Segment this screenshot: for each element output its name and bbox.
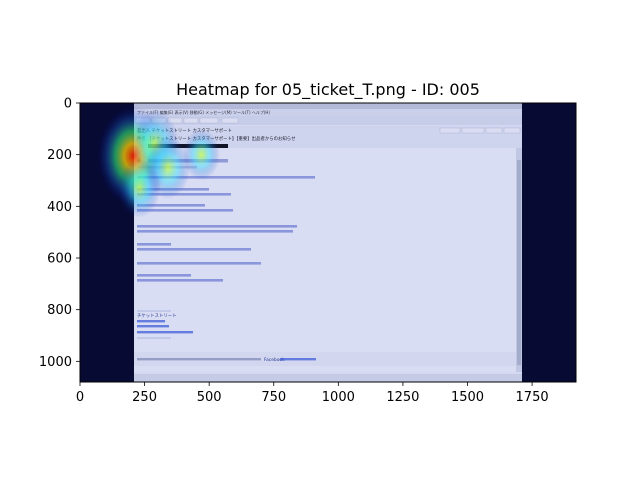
toolbar-button[interactable]: [199, 117, 219, 124]
y-tick-label: 600: [47, 252, 72, 267]
heatmap-hotspot: [182, 129, 220, 181]
menu-bar[interactable]: ファイル(F) 編集(E) 表示(V) 移動(G) メッセージ(M) ツール(T…: [137, 109, 270, 115]
signature-company: チケットストリート: [137, 312, 177, 319]
y-axis: 0 200 400 600 800 1000: [39, 97, 80, 370]
reply-button[interactable]: [439, 127, 461, 134]
scrollbar-thumb[interactable]: [517, 160, 521, 365]
y-tick-label: 0: [64, 97, 72, 112]
x-tick-label: 1000: [322, 390, 355, 405]
signature-links[interactable]: [137, 320, 193, 334]
plot-area: ファイル(F) 編集(E) 表示(V) 移動(G) メッセージ(M) ツール(T…: [80, 103, 576, 382]
x-tick-label: 250: [132, 390, 157, 405]
axes-frame: [79, 102, 577, 383]
x-tick-label: 0: [76, 390, 84, 405]
toolbar-button[interactable]: [221, 117, 239, 124]
x-tick-label: 1500: [451, 390, 484, 405]
status-bar: [134, 374, 522, 382]
more-button[interactable]: [503, 127, 521, 134]
y-tick-label: 200: [47, 148, 72, 163]
heatmap-hotspots: [96, 105, 220, 218]
x-tick-label: 750: [261, 390, 286, 405]
forward-button[interactable]: [485, 127, 503, 134]
y-tick-label: 800: [47, 303, 72, 318]
footer-text: [137, 358, 261, 361]
x-tick-label: 1750: [516, 390, 549, 405]
x-tick-label: 500: [197, 390, 222, 405]
footer-link-facebook[interactable]: Facebook: [264, 357, 285, 363]
sender-line: 差出人 チケットストリート カスタマーサポート: [137, 127, 232, 134]
chart-title: Heatmap for 05_ticket_T.png - ID: 005: [176, 80, 480, 100]
email-body-text: [137, 176, 315, 282]
x-tick-label: 1250: [386, 390, 419, 405]
x-axis: 0 250 500 750 1000 1250 1500 1750: [76, 382, 549, 405]
toolbar-button[interactable]: [183, 117, 199, 124]
subject-line: 件名 【チケットストリート カスタマーサポート】【重要】出品者からのお知らせ: [137, 135, 296, 142]
y-tick-label: 1000: [39, 355, 72, 370]
y-tick-label: 400: [47, 200, 72, 215]
footer-link-privacy[interactable]: [280, 358, 316, 361]
reply-all-button[interactable]: [461, 127, 485, 134]
heatmap-hotspot: [118, 158, 161, 218]
